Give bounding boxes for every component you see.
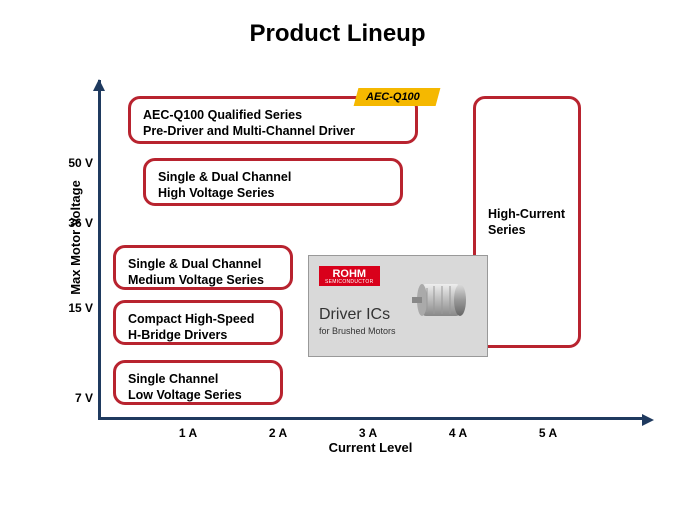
- page-title: Product Lineup: [0, 20, 675, 48]
- driver-title: Driver ICs: [319, 306, 390, 324]
- product-box-low-voltage: Single ChannelLow Voltage Series: [113, 360, 283, 405]
- aec-q100-badge: AEC-Q100: [354, 88, 441, 106]
- driver-subtitle: for Brushed Motors: [319, 326, 396, 336]
- badge-text: AEC-Q100: [366, 91, 420, 103]
- x-axis-arrow-icon: [642, 414, 654, 426]
- box-line2: Low Voltage Series: [128, 387, 268, 403]
- rohm-logo: ROHM SEMICONDUCTOR: [319, 266, 380, 286]
- product-box-hbridge: Compact High-SpeedH-Bridge Drivers: [113, 300, 283, 345]
- x-tick: 1 A: [179, 426, 197, 440]
- x-tick: 5 A: [539, 426, 557, 440]
- product-box-high-current: High-CurrentSeries: [473, 96, 581, 348]
- box-line2: Pre-Driver and Multi-Channel Driver: [143, 123, 403, 139]
- box-line1: Single & Dual Channel: [158, 169, 388, 185]
- x-axis-label: Current Level: [98, 440, 643, 455]
- y-tick: 7 V: [63, 391, 93, 405]
- box-line2: H-Bridge Drivers: [128, 327, 268, 343]
- box-line1: AEC-Q100 Qualified Series: [143, 107, 403, 123]
- product-box-high-voltage: Single & Dual ChannelHigh Voltage Series: [143, 158, 403, 206]
- x-tick: 3 A: [359, 426, 377, 440]
- box-line2: High Voltage Series: [158, 185, 388, 201]
- y-axis-label: Max Motor Voltage: [68, 180, 83, 295]
- x-axis-line: [98, 417, 643, 420]
- y-tick: 36 V: [63, 216, 93, 230]
- product-box-medium-voltage: Single & Dual ChannelMedium Voltage Seri…: [113, 245, 293, 290]
- y-axis-line: [98, 80, 101, 420]
- y-axis-arrow-icon: [93, 79, 105, 91]
- motor-icon: [412, 276, 477, 324]
- x-tick: 4 A: [449, 426, 467, 440]
- rohm-brand-sub: SEMICONDUCTOR: [325, 280, 374, 285]
- driver-ics-panel: ROHM SEMICONDUCTOR Driver ICs for Brushe…: [308, 255, 488, 357]
- box-line1: High-Current: [488, 206, 566, 222]
- y-tick: 15 V: [63, 301, 93, 315]
- box-line1: Single Channel: [128, 371, 268, 387]
- product-chart: Max Motor Voltage Current Level 50 V36 V…: [98, 80, 653, 460]
- y-tick: 50 V: [63, 156, 93, 170]
- box-line1: Single & Dual Channel: [128, 256, 278, 272]
- x-tick: 2 A: [269, 426, 287, 440]
- box-line2: Series: [488, 222, 566, 238]
- box-line2: Medium Voltage Series: [128, 272, 278, 288]
- box-line1: Compact High-Speed: [128, 311, 268, 327]
